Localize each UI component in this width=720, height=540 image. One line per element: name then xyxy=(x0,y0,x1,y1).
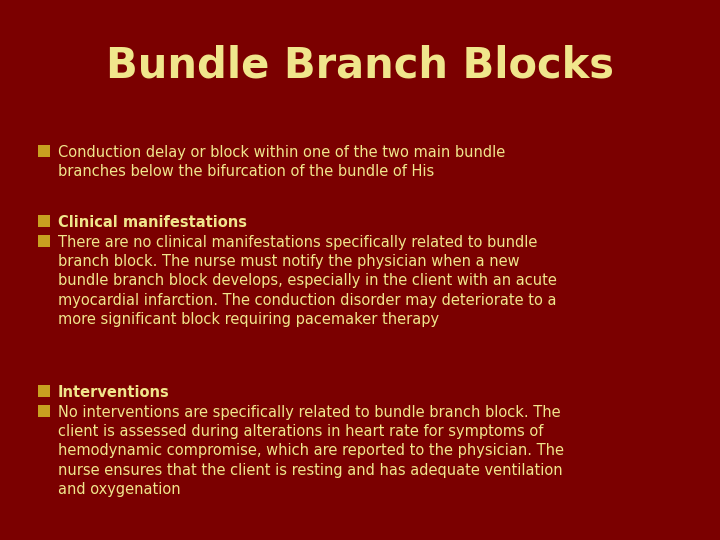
Bar xyxy=(38,145,50,157)
Bar xyxy=(38,405,50,417)
Text: No interventions are specifically related to bundle branch block. The
client is : No interventions are specifically relate… xyxy=(58,405,564,497)
Text: There are no clinical manifestations specifically related to bundle
branch block: There are no clinical manifestations spe… xyxy=(58,235,557,327)
Text: Clinical manifestations: Clinical manifestations xyxy=(58,215,247,230)
Bar xyxy=(38,385,50,397)
Bar xyxy=(38,215,50,227)
Text: Bundle Branch Blocks: Bundle Branch Blocks xyxy=(106,44,614,86)
Bar xyxy=(38,235,50,247)
Text: Interventions: Interventions xyxy=(58,385,170,400)
Text: Conduction delay or block within one of the two main bundle
branches below the b: Conduction delay or block within one of … xyxy=(58,145,505,179)
